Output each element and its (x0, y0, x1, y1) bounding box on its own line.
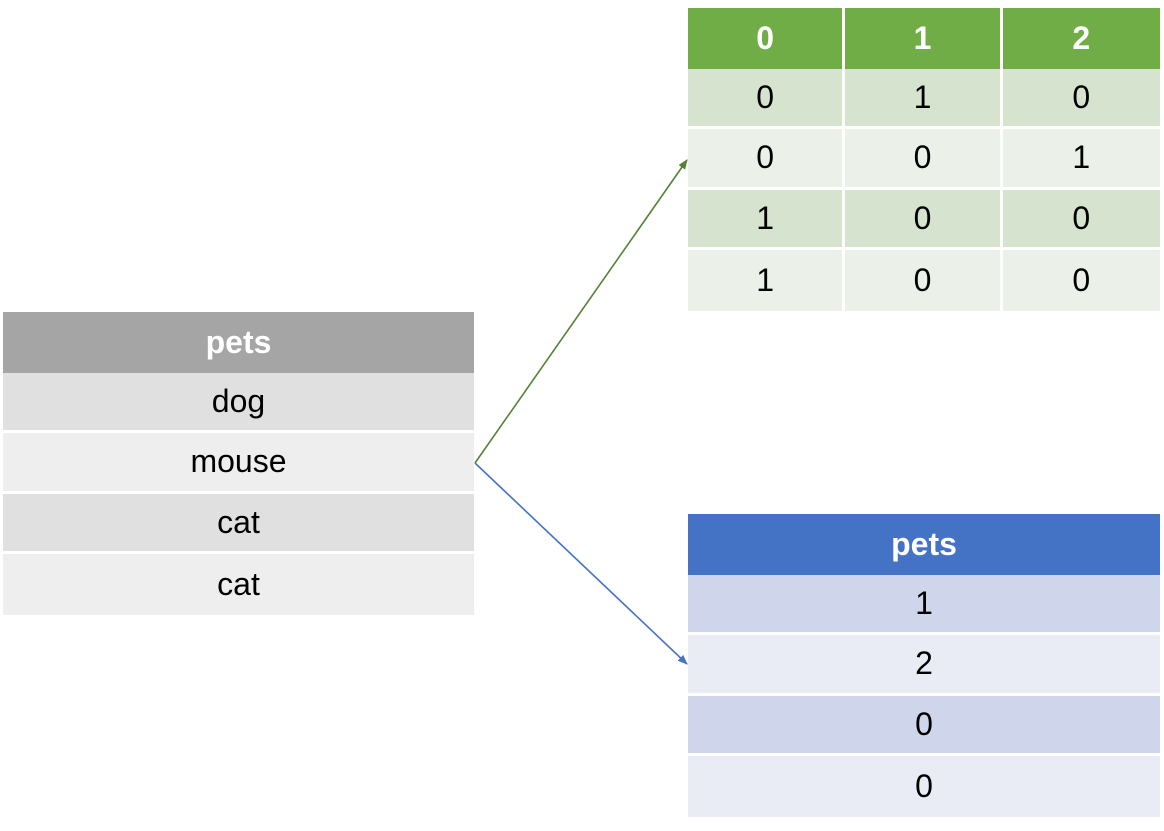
source-pets-table: pets dog mouse cat cat (3, 312, 474, 615)
table-cell: 1 (1002, 129, 1160, 190)
table-row: 0 (688, 756, 1160, 817)
table-cell: 0 (688, 129, 846, 190)
table-row: 0 1 0 (688, 68, 1160, 129)
table-row: 1 0 0 (688, 250, 1160, 311)
table-cell: 0 (688, 68, 846, 129)
table-cell: 0 (1002, 68, 1160, 129)
table-row: cat (3, 493, 474, 554)
table-cell: 1 (688, 189, 846, 250)
table-row: 1 0 0 (688, 189, 1160, 250)
table-row: 1 (688, 574, 1160, 635)
table-row: dog (3, 372, 474, 433)
onehot-header-cell: 0 (688, 8, 846, 69)
table-cell: cat (3, 554, 474, 615)
table-cell: 1 (688, 574, 1160, 635)
table-row: 2 (688, 635, 1160, 696)
table-cell: dog (3, 372, 474, 433)
table-cell: 0 (845, 189, 1003, 250)
table-cell: 2 (688, 635, 1160, 696)
onehot-header-cell: 2 (1002, 8, 1160, 69)
label-pets-header: pets (688, 514, 1160, 575)
source-pets-header: pets (3, 312, 474, 373)
onehot-arrow (474, 159, 688, 464)
table-cell: 0 (688, 695, 1160, 756)
table-cell: 0 (1002, 250, 1160, 311)
onehot-encoded-table: 0 1 2 0 1 0 0 0 1 1 0 0 1 0 0 (688, 8, 1160, 311)
label-encode-arrow (474, 462, 688, 665)
table-row: cat (3, 554, 474, 615)
table-cell: 0 (688, 756, 1160, 817)
table-row: 0 (688, 695, 1160, 756)
label-encoded-table: pets 1 2 0 0 (688, 514, 1160, 817)
table-cell: cat (3, 493, 474, 554)
table-cell: 0 (845, 250, 1003, 311)
table-cell: 0 (1002, 189, 1160, 250)
table-cell: 1 (845, 68, 1003, 129)
table-cell: 0 (845, 129, 1003, 190)
table-row: 0 0 1 (688, 129, 1160, 190)
table-cell: mouse (3, 433, 474, 494)
table-cell: 1 (688, 250, 846, 311)
table-row: mouse (3, 433, 474, 494)
onehot-header-cell: 1 (845, 8, 1003, 69)
